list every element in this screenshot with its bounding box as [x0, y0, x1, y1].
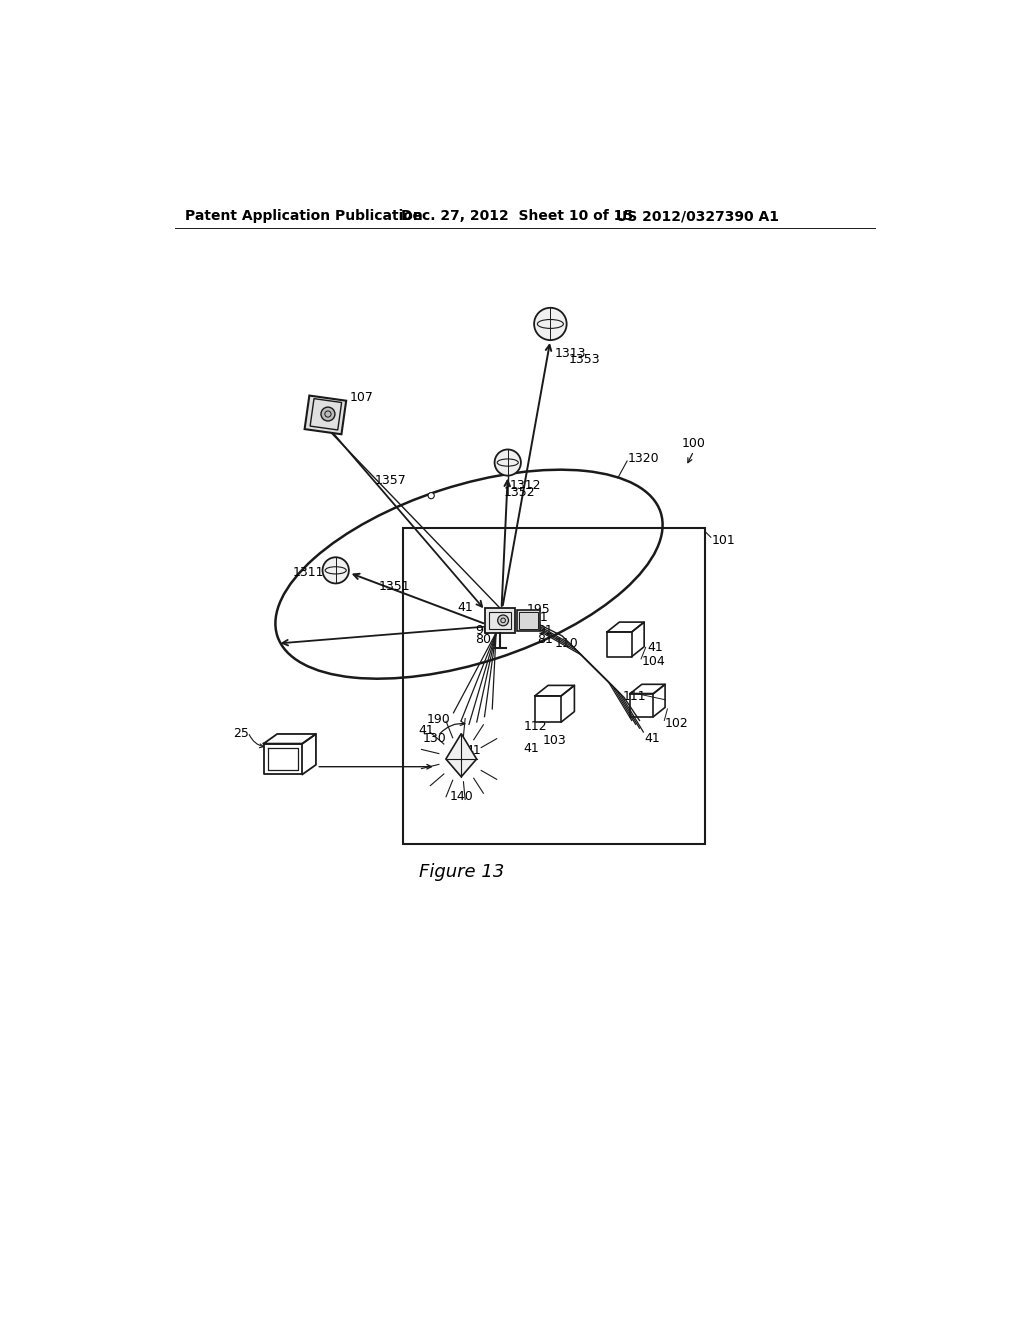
Text: 41: 41: [465, 743, 481, 756]
Bar: [519, 612, 538, 628]
Text: 140: 140: [450, 789, 473, 803]
Circle shape: [498, 615, 509, 626]
Bar: [304, 396, 346, 434]
Text: 104: 104: [642, 655, 666, 668]
Text: 112: 112: [523, 721, 547, 734]
Polygon shape: [445, 734, 476, 776]
Bar: [403, 528, 706, 843]
Bar: [485, 609, 515, 632]
Text: 195: 195: [527, 603, 551, 616]
Text: 80: 80: [475, 634, 492, 647]
Text: 41: 41: [644, 733, 659, 744]
Text: 1311: 1311: [293, 566, 325, 579]
Text: 110: 110: [554, 638, 578, 651]
Text: 1353: 1353: [569, 354, 601, 366]
Text: 101: 101: [712, 535, 735, 548]
Text: 91: 91: [538, 624, 553, 638]
Text: 102: 102: [665, 717, 689, 730]
Bar: [310, 399, 342, 430]
Text: Patent Application Publication: Patent Application Publication: [184, 209, 422, 223]
Circle shape: [535, 308, 566, 341]
Text: 107: 107: [349, 391, 374, 404]
Text: 1351: 1351: [378, 579, 410, 593]
Text: Dec. 27, 2012  Sheet 10 of 15: Dec. 27, 2012 Sheet 10 of 15: [400, 209, 633, 223]
Text: 41: 41: [532, 611, 548, 624]
Text: 1312: 1312: [510, 479, 542, 492]
Text: 41: 41: [523, 742, 539, 755]
Text: US 2012/0327390 A1: US 2012/0327390 A1: [616, 209, 779, 223]
Text: 41: 41: [647, 642, 663, 655]
Text: 41: 41: [458, 601, 473, 614]
Text: 41: 41: [419, 725, 434, 738]
Text: 111: 111: [623, 689, 646, 702]
Text: 190: 190: [426, 713, 451, 726]
Bar: [489, 612, 511, 628]
Circle shape: [321, 407, 335, 421]
Text: 25: 25: [232, 726, 249, 739]
Text: 90: 90: [475, 624, 492, 638]
Circle shape: [323, 557, 349, 583]
Text: 1352: 1352: [504, 486, 536, 499]
Text: 81: 81: [538, 634, 553, 647]
Text: 103: 103: [543, 734, 566, 747]
Text: 100: 100: [682, 437, 706, 450]
Circle shape: [428, 492, 434, 499]
Bar: [517, 610, 541, 631]
Circle shape: [495, 449, 521, 475]
Text: Figure 13: Figure 13: [419, 863, 504, 880]
Text: 130: 130: [423, 733, 446, 744]
Text: 1357: 1357: [375, 474, 407, 487]
Text: 1320: 1320: [628, 453, 659, 465]
Text: 1313: 1313: [554, 347, 586, 360]
